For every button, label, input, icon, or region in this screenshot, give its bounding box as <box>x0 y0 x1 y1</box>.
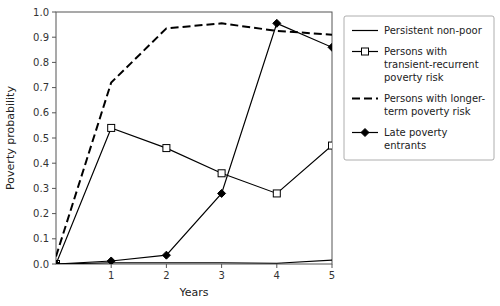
x-axis-label: Years <box>178 286 208 299</box>
y-tick-label: 1.0 <box>33 7 49 18</box>
series <box>56 19 332 264</box>
y-tick <box>52 264 56 265</box>
point <box>329 142 333 149</box>
y-tick <box>52 12 56 13</box>
y-tick <box>52 238 56 239</box>
point <box>273 19 281 27</box>
x-tick-label: 3 <box>218 270 224 281</box>
y-tick <box>52 138 56 139</box>
y-tick <box>52 62 56 63</box>
legend-handle <box>352 30 378 31</box>
point <box>163 145 170 152</box>
legend-label: Persistent non-poor <box>384 25 483 36</box>
y-tick <box>52 112 56 113</box>
y-tick <box>52 163 56 164</box>
legend-label-line: entrants <box>384 140 426 151</box>
legend-label-line: poverty risk <box>384 72 444 83</box>
y-tick-label: 0.0 <box>33 259 49 270</box>
x-tick <box>111 264 112 268</box>
x-tick <box>332 264 333 268</box>
legend-handle <box>352 98 378 100</box>
point <box>162 251 170 259</box>
x-tick <box>276 264 277 268</box>
point <box>56 260 60 264</box>
y-tick-label: 0.2 <box>33 208 49 219</box>
y-tick <box>52 188 56 189</box>
chart: 0.0 0.1 0.2 0.3 0.4 0.5 0.6 0.7 0.8 0.9 1.0 1 2 3 4 5 Ye… <box>0 0 500 306</box>
legend-label-line: Persons with longer- <box>384 93 486 104</box>
legend-box <box>344 16 494 160</box>
series <box>56 23 332 256</box>
legend-label: Persons with transient-recurrent poverty r… <box>384 46 479 83</box>
point <box>218 170 225 177</box>
y-tick-label: 0.7 <box>33 82 49 93</box>
point <box>328 43 332 51</box>
x-tick-label: 2 <box>163 270 169 281</box>
legend-label-line: transient-recurrent <box>384 59 479 70</box>
y-tick-label: 0.5 <box>33 133 49 144</box>
legend: Persistent non-poor Persons with transient… <box>344 16 494 160</box>
x-tick <box>221 264 222 268</box>
legend-label-line: term poverty risk <box>384 106 471 117</box>
y-tick <box>52 213 56 214</box>
plot-area <box>56 19 332 264</box>
y-axis-label: Poverty probability <box>4 86 17 190</box>
y-tick <box>52 37 56 38</box>
plot-frame <box>56 12 332 264</box>
series <box>56 124 332 264</box>
y-tick-label: 0.8 <box>33 57 49 68</box>
y-tick-label: 0.6 <box>33 107 49 118</box>
legend-marker <box>361 129 369 137</box>
x-tick <box>166 264 167 268</box>
legend-label: Late poverty entrants <box>384 127 448 151</box>
legend-label-line: Late poverty <box>384 127 448 138</box>
point <box>107 257 115 264</box>
point <box>273 190 280 197</box>
legend-label: Persons with longer-term poverty risk <box>384 93 486 117</box>
y-tick-label: 0.9 <box>33 32 49 43</box>
y-tick <box>52 87 56 88</box>
series-line <box>56 128 332 264</box>
axes: 0.0 0.1 0.2 0.3 0.4 0.5 0.6 0.7 0.8 0.9 1.0 1 2 3 4 5 <box>33 7 335 282</box>
legend-marker <box>362 48 369 55</box>
x-tick-label: 5 <box>329 270 335 281</box>
series-line <box>56 23 332 264</box>
y-tick-label: 0.4 <box>33 158 49 169</box>
point <box>108 124 115 131</box>
y-tick-label: 0.1 <box>33 233 49 244</box>
point <box>56 261 60 265</box>
series-line <box>56 23 332 256</box>
y-tick-label: 0.3 <box>33 183 49 194</box>
x-tick-label: 4 <box>274 270 280 281</box>
legend-label-line: Persons with <box>384 46 447 57</box>
point <box>218 189 226 197</box>
legend-label-line: Persistent non-poor <box>384 25 483 36</box>
x-tick-label: 1 <box>108 270 114 281</box>
